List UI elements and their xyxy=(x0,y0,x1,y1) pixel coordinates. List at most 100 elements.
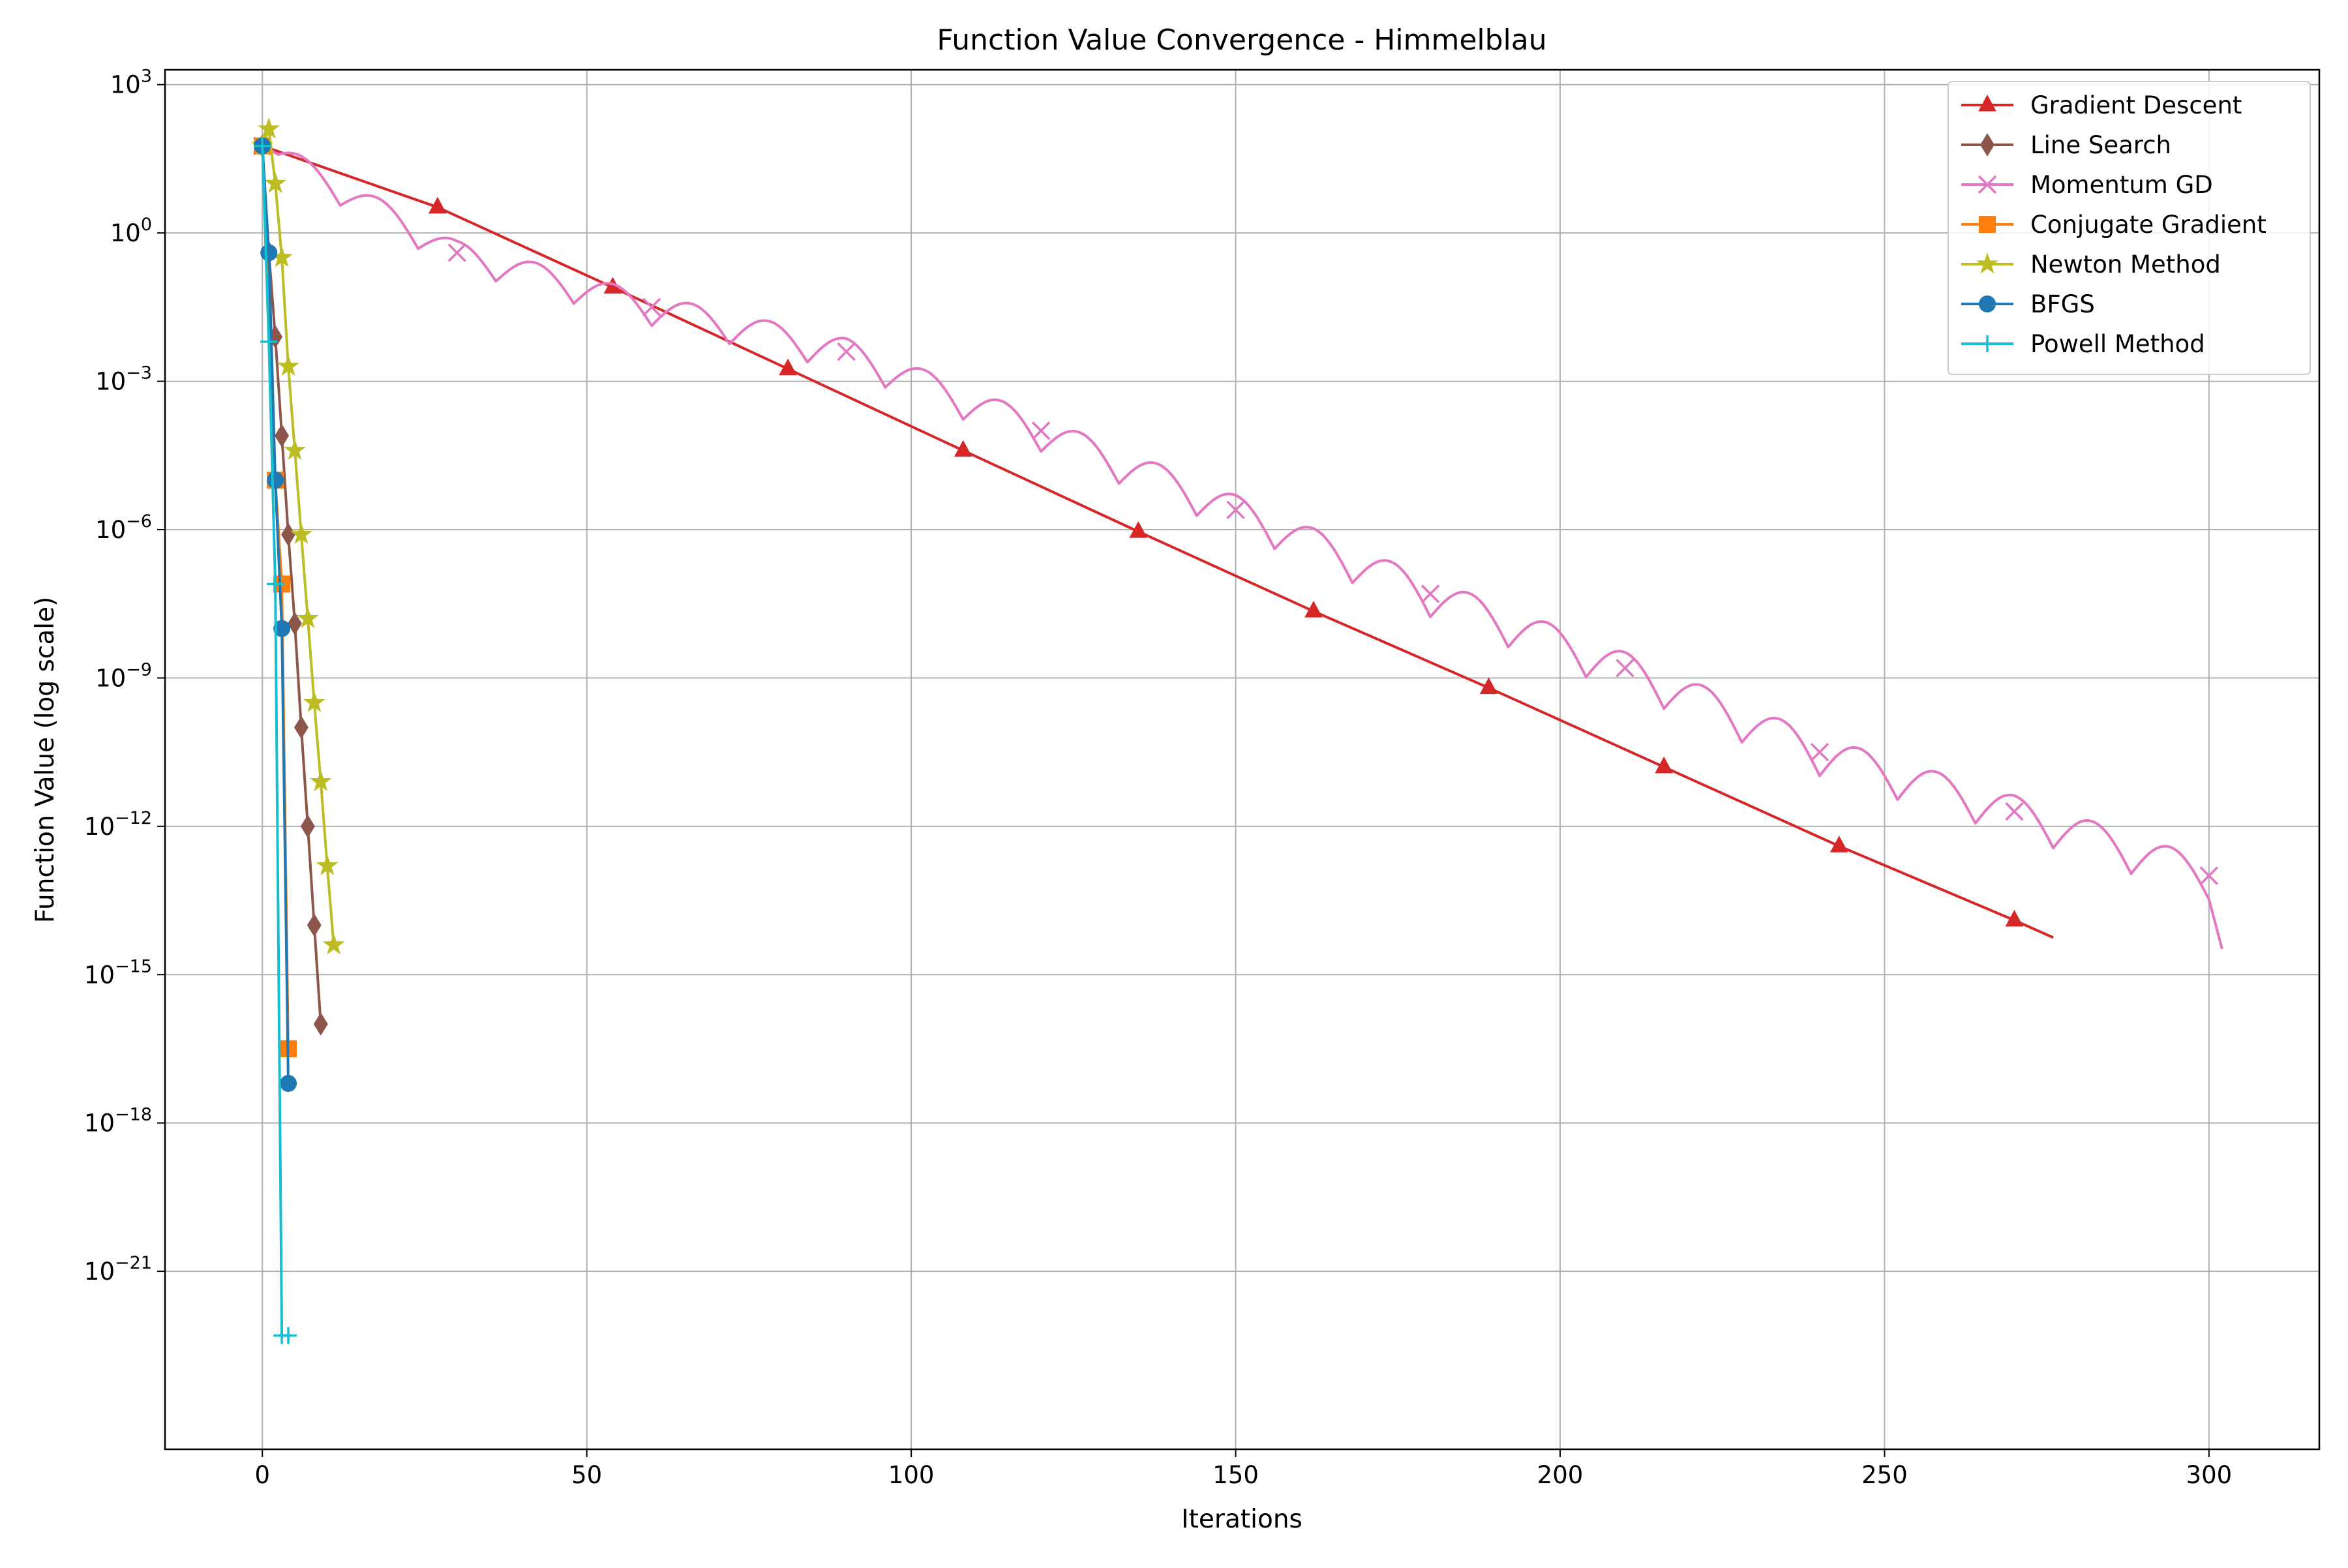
legend-marker xyxy=(1976,252,1998,274)
y-tick-label: 10−18 xyxy=(84,1105,152,1138)
legend-marker xyxy=(1980,133,1994,157)
y-tick-label: 10−21 xyxy=(84,1253,152,1286)
legend-label: Momentum GD xyxy=(2030,171,2213,199)
data-point xyxy=(2005,909,2024,927)
series-line xyxy=(262,144,2223,950)
data-point xyxy=(264,172,287,193)
series-line xyxy=(261,128,335,945)
y-tick-label: 10−9 xyxy=(95,659,152,692)
legend-label: Line Search xyxy=(2030,131,2171,159)
data-point xyxy=(1655,756,1674,774)
data-point xyxy=(254,137,271,155)
series-line xyxy=(262,144,2054,939)
series-powell-method xyxy=(254,137,297,1344)
y-tick-label: 10−15 xyxy=(84,956,152,989)
legend-marker xyxy=(1978,175,1997,194)
plot-frame xyxy=(164,68,2321,1451)
x-tick-label: 300 xyxy=(2186,1461,2233,1489)
data-point xyxy=(287,612,302,635)
grid xyxy=(165,70,2319,1449)
x-tick-label: 50 xyxy=(571,1461,602,1489)
legend-marker xyxy=(1979,216,1996,233)
y-tick-label: 10−12 xyxy=(84,808,152,841)
legend-item: Newton Method xyxy=(1961,250,2221,279)
data-point xyxy=(267,472,284,489)
data-point xyxy=(280,1075,297,1093)
data-point xyxy=(1616,659,1634,678)
data-point xyxy=(284,438,306,460)
data-point xyxy=(642,297,661,317)
x-tick-label: 250 xyxy=(1861,1461,1908,1489)
data-point xyxy=(1421,584,1440,603)
data-point xyxy=(1479,677,1498,695)
data-point xyxy=(294,716,309,740)
legend-label: Newton Method xyxy=(2030,250,2221,279)
data-point xyxy=(296,607,319,628)
legend-marker xyxy=(1979,335,1996,352)
data-point xyxy=(309,770,332,792)
data-point xyxy=(429,196,447,214)
data-point xyxy=(316,854,339,875)
x-tick-label: 200 xyxy=(1537,1461,1584,1489)
data-point xyxy=(1129,521,1148,538)
legend-item: BFGS xyxy=(1961,290,2095,318)
data-point xyxy=(1226,500,1245,519)
y-axis-label: Function Value (log scale) xyxy=(31,597,60,924)
data-point xyxy=(290,522,312,544)
legend-item: Line Search xyxy=(1961,131,2171,159)
y-tick-label: 10−6 xyxy=(95,511,152,544)
series-momentum-gd xyxy=(252,136,2223,950)
data-point xyxy=(273,620,291,637)
data-point xyxy=(260,244,278,262)
legend-marker xyxy=(1979,295,1996,312)
data-point xyxy=(260,333,278,350)
data-point xyxy=(2199,866,2219,885)
legend-label: BFGS xyxy=(2030,290,2095,318)
series-lines xyxy=(251,117,2223,1344)
y-tick-label: 103 xyxy=(110,67,152,99)
data-point xyxy=(779,358,797,376)
y-tick-label: 10−3 xyxy=(95,363,152,396)
data-point xyxy=(447,243,466,262)
data-point xyxy=(1031,421,1051,440)
legend-box xyxy=(1948,81,2311,375)
axis-ticks: 0 50 100 150 200 250 300 103 100 10−3 10−6 10−9 10−1… xyxy=(84,67,2232,1489)
data-point xyxy=(275,424,290,447)
data-point xyxy=(322,933,345,955)
data-point xyxy=(307,913,322,937)
data-point xyxy=(1304,601,1323,618)
data-point xyxy=(1829,836,1848,852)
legend-label: Gradient Descent xyxy=(2030,91,2242,119)
legend-label: Conjugate Gradient xyxy=(2030,211,2266,239)
legend-label: Powell Method xyxy=(2030,330,2205,358)
data-point xyxy=(277,355,299,376)
legend-item: Momentum GD xyxy=(1961,171,2213,199)
series-gradient-descent xyxy=(253,135,2054,939)
data-point xyxy=(2005,802,2024,821)
data-point xyxy=(281,522,296,547)
data-point xyxy=(300,814,315,838)
legend-item: Conjugate Gradient xyxy=(1961,211,2266,239)
y-tick-label: 100 xyxy=(110,215,152,247)
data-point xyxy=(313,1012,328,1036)
data-point xyxy=(258,117,280,139)
chart-title: Function Value Convergence - Himmelblau xyxy=(937,23,1546,57)
legend: Gradient Descent Line Search Momentum GD Co… xyxy=(1948,81,2311,375)
data-point xyxy=(837,342,856,361)
data-point xyxy=(954,440,972,457)
x-tick-label: 150 xyxy=(1212,1461,1259,1489)
data-point xyxy=(303,691,325,712)
legend-marker xyxy=(1978,94,1996,112)
series-newton-method xyxy=(251,117,345,955)
series-line xyxy=(261,145,322,1025)
legend-item: Powell Method xyxy=(1961,330,2205,358)
data-point xyxy=(267,575,284,593)
x-tick-label: 0 xyxy=(254,1461,270,1489)
x-axis-label: Iterations xyxy=(1181,1505,1302,1534)
data-point xyxy=(1810,742,1829,762)
data-point xyxy=(280,1327,297,1344)
legend-item: Gradient Descent xyxy=(1961,91,2242,119)
x-tick-label: 100 xyxy=(888,1461,935,1489)
